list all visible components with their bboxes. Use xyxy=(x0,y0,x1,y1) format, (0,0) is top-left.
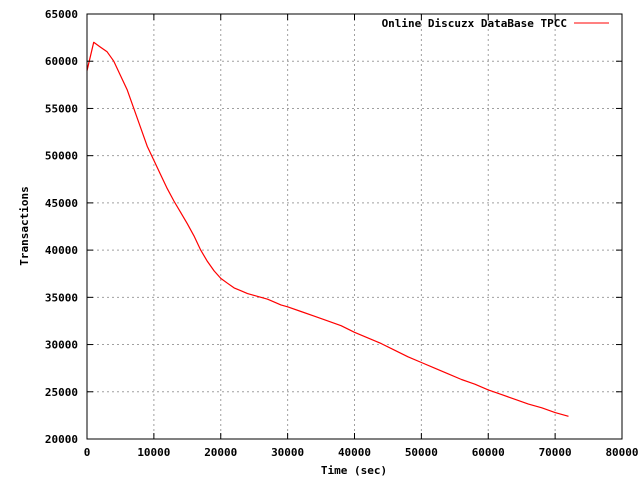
series-line xyxy=(86,41,569,417)
grid xyxy=(87,14,622,439)
x-tick-label: 80000 xyxy=(605,446,638,459)
y-tick-label: 55000 xyxy=(45,102,78,115)
legend-label: Online Discuzx DataBase TPCC xyxy=(382,17,567,30)
y-tick-label: 20000 xyxy=(45,433,78,446)
ticks xyxy=(86,13,623,440)
y-tick-labels: 20000 25000 30000 35000 40000 45000 50000 55000… xyxy=(45,8,78,446)
x-tick-label: 0 xyxy=(84,446,91,459)
y-tick-label: 35000 xyxy=(45,291,78,304)
x-tick-label: 50000 xyxy=(405,446,438,459)
y-tick-label: 30000 xyxy=(45,339,78,352)
y-tick-label: 50000 xyxy=(45,150,78,163)
x-tick-label: 10000 xyxy=(137,446,170,459)
x-tick-label: 30000 xyxy=(271,446,304,459)
y-tick-label: 65000 xyxy=(45,8,78,21)
x-tick-label: 60000 xyxy=(472,446,505,459)
y-axis-label: Transactions xyxy=(18,186,31,265)
x-tick-labels: 0 10000 20000 30000 40000 50000 60000 70000 8000… xyxy=(84,446,639,459)
legend: Online Discuzx DataBase TPCC xyxy=(382,17,609,30)
series-layer xyxy=(86,41,569,417)
x-axis-label: Time (sec) xyxy=(321,464,387,477)
y-tick-label: 45000 xyxy=(45,197,78,210)
x-tick-label: 40000 xyxy=(338,446,371,459)
x-tick-label: 70000 xyxy=(539,446,572,459)
y-tick-label: 60000 xyxy=(45,55,78,68)
y-tick-label: 40000 xyxy=(45,244,78,257)
x-tick-label: 20000 xyxy=(204,446,237,459)
y-tick-label: 25000 xyxy=(45,386,78,399)
